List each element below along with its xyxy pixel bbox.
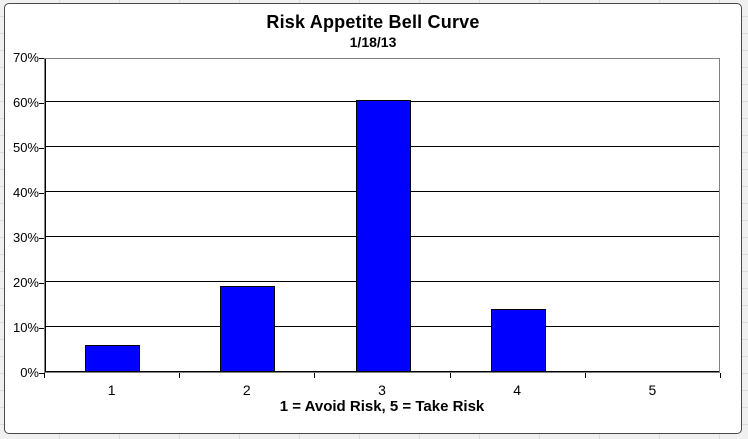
x-axis-category-label: 4 (513, 382, 522, 398)
plot-area (44, 58, 720, 373)
y-axis-label: 30% (12, 230, 39, 245)
x-axis-category-label: 1 (107, 382, 116, 398)
y-axis-tick (39, 238, 44, 239)
x-axis-category-label: 2 (242, 382, 251, 398)
y-axis-label: 10% (12, 320, 39, 335)
x-axis-category-label: 5 (648, 382, 657, 398)
x-axis-tick (179, 373, 181, 378)
x-axis-tick (720, 373, 721, 378)
x-axis-title: 1 = Avoid Risk, 5 = Take Risk (279, 398, 485, 415)
y-axis-label: 60% (12, 95, 39, 110)
y-axis-tick (39, 193, 44, 194)
y-axis-line (45, 59, 46, 372)
bar-category-4[interactable] (490, 309, 546, 372)
y-axis-label: 50% (12, 140, 39, 155)
y-axis-label: 0% (20, 365, 39, 380)
y-axis-tick (39, 373, 44, 374)
y-axis-tick (39, 103, 44, 104)
bar-category-2[interactable] (220, 286, 276, 372)
x-axis-tick (44, 373, 45, 378)
x-axis-tick (449, 373, 451, 378)
y-axis-tick (39, 283, 44, 284)
y-axis-label: 70% (12, 50, 39, 65)
chart-subtitle: 1/18/13 (349, 34, 397, 50)
bar-category-3[interactable] (355, 100, 411, 372)
y-axis-label: 20% (12, 275, 39, 290)
y-axis-tick (39, 58, 44, 59)
x-axis-category-label: 3 (378, 382, 386, 398)
x-axis-tick (584, 373, 586, 378)
x-axis-tick (314, 373, 316, 378)
y-axis-label: 40% (12, 185, 39, 200)
bar-category-1[interactable] (85, 345, 141, 372)
chart-frame[interactable]: Risk Appetite Bell Curve 1/18/13 1 = Avo… (4, 3, 742, 434)
y-axis-tick (39, 148, 44, 149)
chart-title: Risk Appetite Bell Curve (266, 12, 480, 32)
y-axis-tick (39, 328, 44, 329)
